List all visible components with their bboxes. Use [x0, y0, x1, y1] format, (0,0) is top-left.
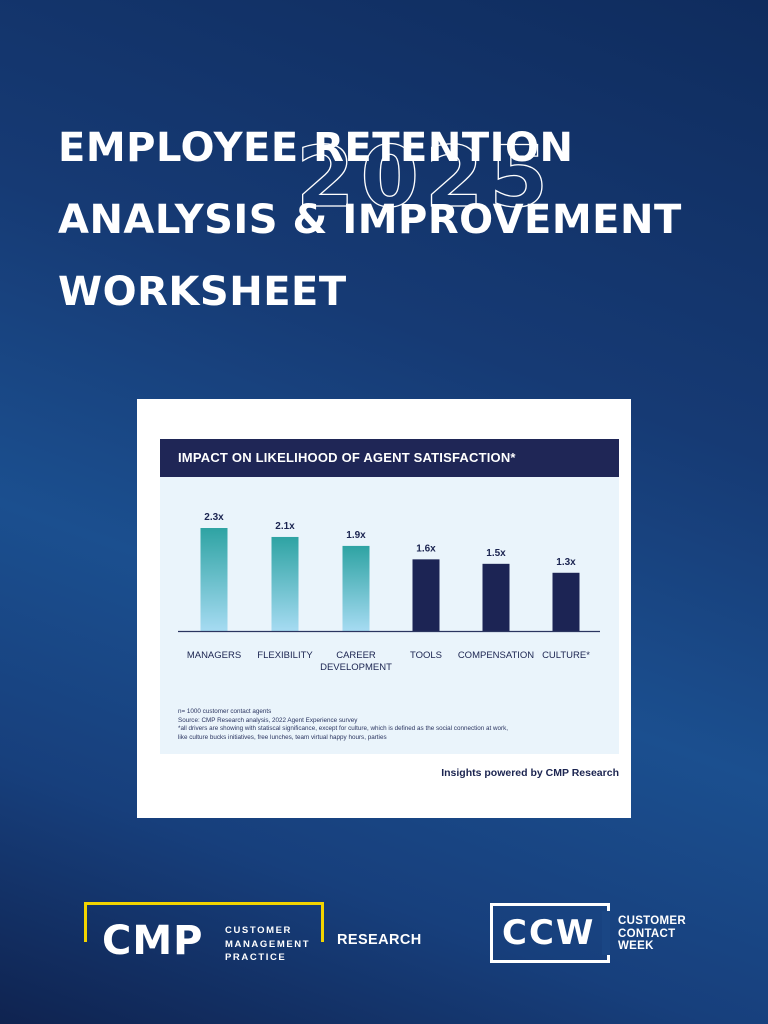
category-label-4: COMPENSATION [458, 650, 534, 661]
cmp-subtitle: CUSTOMER MANAGEMENT PRACTICE [225, 924, 310, 965]
ccw-logo: CCW CUSTOMER CONTACT WEEK [490, 903, 710, 967]
footnote-source: Source: CMP Research analysis, 2022 Agen… [178, 716, 358, 724]
cmp-frame-icon [84, 902, 324, 942]
footnote-culture: like culture bucks initiatives, free lun… [178, 733, 387, 741]
category-label-2-0: CAREER [336, 650, 376, 661]
bar-value-label-2: 1.9x [346, 530, 366, 541]
cmp-sub-line-3: PRACTICE [225, 952, 287, 963]
chart-panel: 2.3x MANAGERS 2.1x FLEXIBILITY 1.9x CAREER DEV… [160, 477, 619, 754]
bar-chart: 2.3x MANAGERS 2.1x FLEXIBILITY 1.9x CAREERDEV… [178, 512, 600, 673]
cmp-sub-line-2: MANAGEMENT [225, 938, 311, 950]
bar-1 [271, 536, 299, 631]
cmp-wordmark: CMP [102, 918, 204, 964]
category-label-1: FLEXIBILITY [257, 650, 313, 661]
bar-0 [200, 528, 228, 631]
category-label-2-1: DEVELOPMENT [320, 662, 392, 673]
bar-value-label-4: 1.5x [486, 548, 506, 559]
cmp-research-logo: CMP CUSTOMER MANAGEMENT PRACTICE RESEARC… [84, 902, 444, 966]
category-label-0: MANAGERS [187, 650, 241, 661]
cmp-research-label: RESEARCH [337, 932, 422, 948]
ccw-sub-line-2: CONTACT [618, 927, 676, 940]
category-label-3: TOOLS [410, 650, 442, 661]
ccw-frame-gap [602, 911, 610, 955]
bar-value-label-1: 2.1x [275, 521, 295, 532]
footnote-significance: *all drivers are showing with statiscal … [178, 725, 509, 733]
title-line-3: WORKSHEET [58, 269, 347, 315]
bar-5 [552, 572, 580, 631]
cmp-sub-line-1: CUSTOMER [225, 925, 292, 936]
chart-title: IMPACT ON LIKELIHOOD OF AGENT SATISFACTI… [160, 439, 619, 477]
powered-by-text: Insights powered by CMP Research [441, 767, 619, 779]
title-line-2: ANALYSIS & IMPROVEMENT [58, 197, 682, 243]
bar-value-label-5: 1.3x [556, 557, 576, 568]
bar-value-label-3: 1.6x [416, 543, 436, 554]
year-outline-text: 2025 [296, 132, 554, 212]
ccw-sub-line-1: CUSTOMER [618, 915, 686, 927]
bar-value-label-0: 2.3x [204, 512, 224, 523]
chart-card: IMPACT ON LIKELIHOOD OF AGENT SATISFACTI… [137, 399, 631, 818]
bar-3 [412, 559, 440, 631]
bar-4 [482, 563, 510, 631]
ccw-subtitle: CUSTOMER CONTACT WEEK [618, 915, 686, 953]
chart-footnotes: n= 1000 customer contact agents Source: … [178, 708, 608, 742]
title-line-1: EMPLOYEE RETENTION [58, 125, 574, 171]
ccw-sub-line-3: WEEK [618, 940, 654, 952]
year-text: 2025 [296, 132, 554, 212]
ccw-wordmark: CCW [502, 913, 596, 953]
page-title: EMPLOYEE RETENTION ANALYSIS & IMPROVEMEN… [58, 112, 738, 328]
footnote-sample: n= 1000 customer contact agents [178, 708, 272, 715]
bar-2 [342, 545, 370, 631]
category-label-5: CULTURE* [542, 650, 590, 661]
